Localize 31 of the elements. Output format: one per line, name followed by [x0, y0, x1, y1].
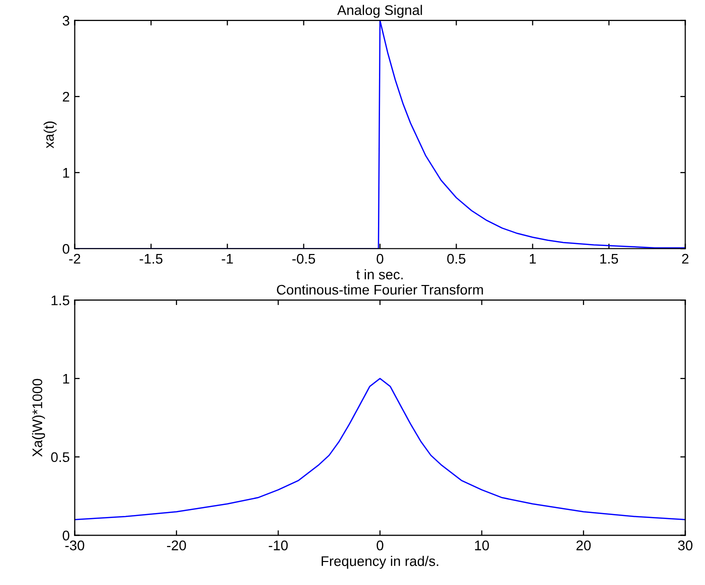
x-tick-label: 0.5 [447, 254, 466, 264]
y-tick-label: 1 [63, 168, 70, 178]
x-tick-label: 10 [475, 540, 489, 550]
y-tick-label: 1.5 [52, 296, 70, 306]
line-series [74, 378, 686, 520]
y-axis-title: xa(t) [44, 122, 57, 148]
x-tick-label: 2 [682, 254, 688, 264]
x-tick-label: 30 [678, 540, 692, 550]
y-tick-label: 3 [62, 16, 70, 26]
y-tick-label: 2 [62, 92, 70, 102]
y-axis-title: Xa(jW)*1000 [32, 378, 46, 457]
x-tick-label: 20 [576, 540, 591, 550]
x-tick-label: 0 [376, 540, 384, 550]
x-tick-label: 0 [376, 254, 384, 264]
y-tick-label: 0 [62, 244, 70, 254]
x-tick-label: 1.5 [600, 254, 618, 264]
x-tick-label: -10 [268, 540, 288, 550]
x-axis-title: Frequency in rad/s. [322, 556, 438, 569]
x-tick-label: -1.5 [140, 254, 162, 264]
x-tick-label: -30 [65, 540, 84, 550]
x-tick-label: -2 [69, 254, 80, 264]
chart-title: Continous-time Fourier Transform [276, 284, 483, 295]
x-axis-title: t in sec. [356, 269, 403, 280]
x-tick-label: -0.5 [292, 254, 316, 264]
y-tick-label: 0.5 [51, 452, 70, 462]
y-tick-label: 1 [63, 374, 70, 384]
chart-title: Analog Signal [337, 4, 422, 18]
y-tick-label: 0 [62, 530, 70, 540]
x-tick-label: -20 [167, 540, 186, 550]
x-tick-label: 1 [530, 254, 536, 264]
x-tick-label: -1 [222, 254, 233, 264]
